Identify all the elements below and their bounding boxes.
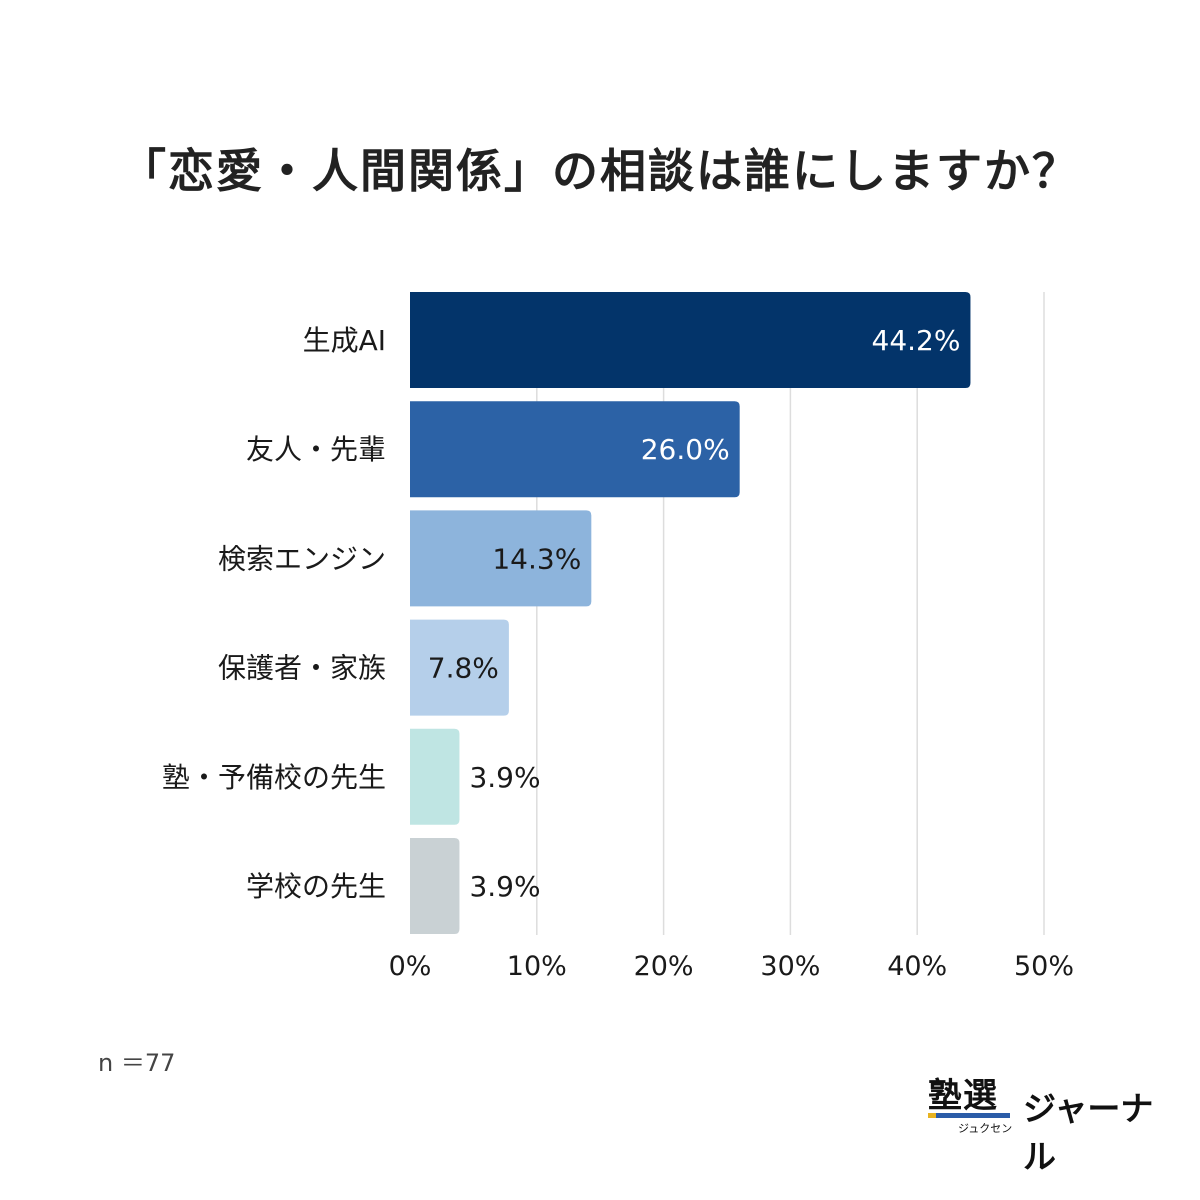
data-labels: 44.2% 26.0% 14.3% 7.8% 3.9% 3.9% [428, 324, 961, 903]
bar [410, 510, 592, 607]
x-tick-label: 50% [1014, 951, 1074, 982]
sample-size-note: n ＝77 [98, 1049, 176, 1077]
x-tick-label: 10% [507, 951, 567, 982]
category-label: 塾・予備校の先生 [162, 761, 386, 794]
category-label: 検索エンジン [218, 542, 386, 575]
data-label: 14.3% [492, 542, 581, 575]
data-label: 26.0% [641, 433, 730, 466]
x-tick-label: 30% [760, 951, 820, 982]
data-label: 7.8% [428, 652, 499, 685]
x-tick-label: 20% [634, 951, 694, 982]
brand-logo-name: ジャーナル [1023, 1089, 1154, 1176]
bar [410, 401, 740, 498]
brand-logo-ruby: ジュクセン [958, 1122, 1013, 1135]
category-label: 生成AI [303, 324, 386, 357]
brand-logo-pencil-tip [928, 1113, 936, 1118]
grid-lines [536, 292, 1045, 935]
x-tick-label: 40% [887, 951, 947, 982]
bar [410, 619, 509, 716]
chart-title: 「恋愛・人間関係」の相談は誰にしますか？ [120, 144, 1080, 198]
data-label: 44.2% [872, 324, 961, 357]
brand-logo-mark: 塾選 [928, 1076, 998, 1116]
x-axis-tick-labels: 0% 10% 20% 30% 40% 50% [389, 951, 1074, 982]
bar [410, 728, 460, 825]
brand-logo-underline [928, 1113, 1010, 1118]
data-label: 3.9% [469, 761, 540, 794]
bar [410, 292, 971, 388]
category-label: 友人・先輩 [246, 433, 386, 466]
data-label: 3.9% [469, 870, 540, 903]
bars [410, 292, 971, 934]
bar [410, 838, 460, 934]
brand-logo: 塾選 ジュクセン ジャーナル [928, 1068, 1168, 1176]
category-label: 保護者・家族 [218, 652, 386, 685]
category-label: 学校の先生 [246, 870, 386, 903]
x-tick-label: 0% [389, 951, 432, 982]
